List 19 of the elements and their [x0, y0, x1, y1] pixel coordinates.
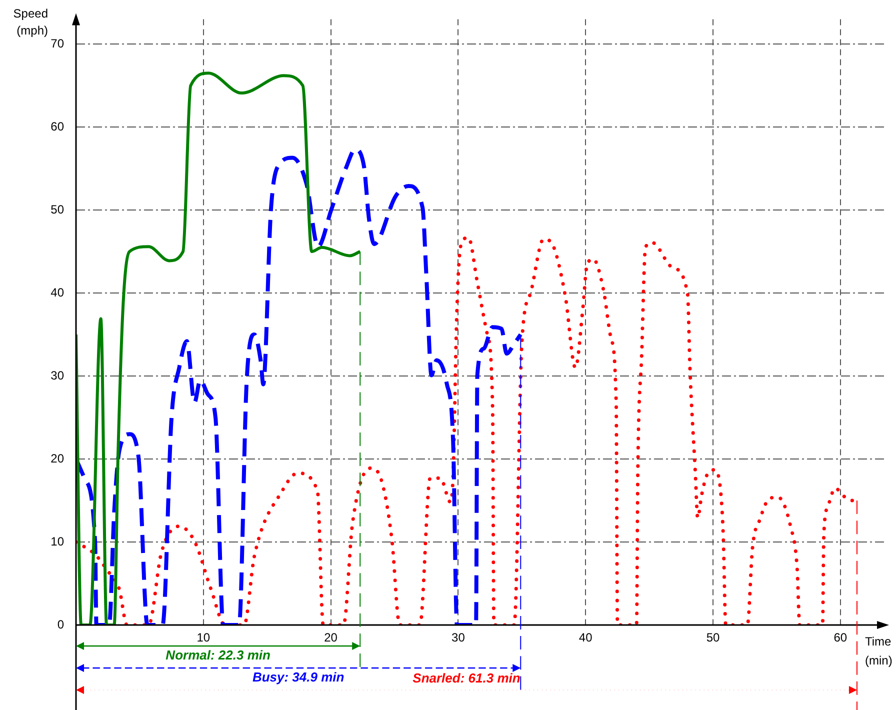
ref-line-label: Snarled: 61.3 min — [412, 670, 520, 686]
y-tick-label: 50 — [50, 202, 64, 216]
y-tick-label: 60 — [50, 119, 64, 134]
ref-line-label: Busy: 34.9 min — [252, 670, 344, 685]
x-tick-label: 50 — [706, 630, 720, 645]
x-tick-label: 60 — [834, 630, 848, 645]
x-tick-label: 10 — [196, 630, 210, 645]
x-axis-title: Time (min) — [865, 634, 892, 668]
x-tick-label: 20 — [324, 630, 338, 645]
y-tick-label: 0 — [57, 617, 64, 632]
x-tick-label: 30 — [452, 630, 466, 645]
x-tick-label: 40 — [578, 630, 593, 645]
y-axis-title: Speed (mph) — [13, 6, 48, 38]
ref-line-label: Normal: 22.3 min — [166, 648, 270, 663]
y-tick-label: 40 — [50, 285, 64, 300]
y-tick-label: 10 — [50, 534, 64, 548]
y-tick-label: 30 — [50, 368, 64, 382]
y-tick-label: 20 — [50, 451, 64, 466]
y-tick-label: 70 — [50, 36, 64, 50]
